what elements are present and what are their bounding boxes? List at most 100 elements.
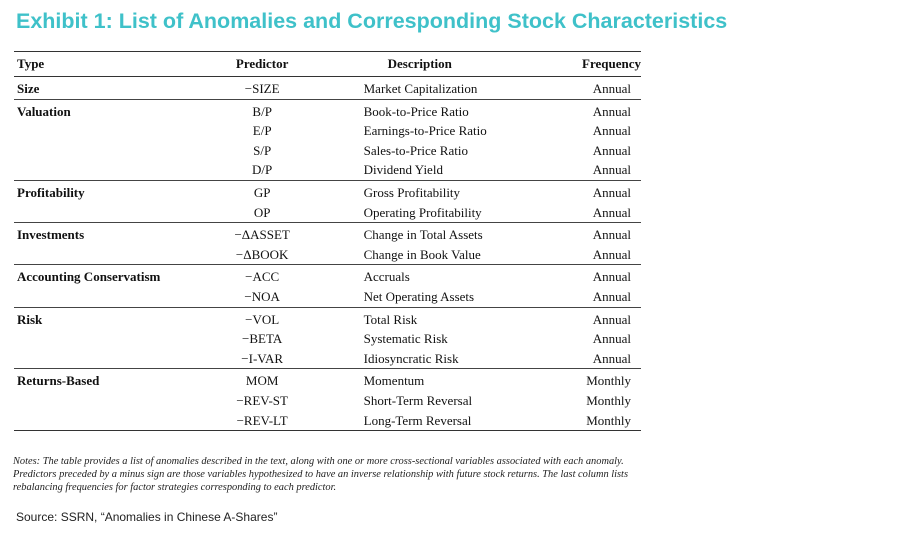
type-cell [14,391,193,411]
frequency-cell: Annual [592,331,631,347]
type-cell [14,160,193,180]
description-cell: Book-to-Price Ratio [363,103,469,119]
type-cell: Returns-Based [17,373,100,389]
frequency-cell: Annual [592,227,631,243]
type-cell [14,411,193,431]
frequency-cell: Monthly [586,373,631,389]
anomalies-table-container: Type Predictor Description Frequency Siz… [14,51,641,431]
table-row: Investments −ΔASSET Change in Total Assets… [14,223,641,245]
header-frequency: Frequency [582,56,641,71]
table-row: −REV-ST Short-Term Reversal Monthly [14,391,641,411]
source-citation: Source: SSRN, “Anomalies in Chinese A-Sh… [16,510,278,524]
table-group: Returns-Based MOM Momentum Monthly −REV-ST Sh… [14,369,641,431]
type-cell [14,329,193,349]
table-row: Risk −VOL Total Risk Annual [14,307,641,329]
table-group: Valuation B/P Book-to-Price Ratio Annual E/P… [14,99,641,181]
predictor-cell: E/P [252,123,272,139]
predictor-cell: −ΔASSET [234,227,290,243]
description-cell: Market Capitalization [363,81,478,96]
type-cell: Size [17,81,40,96]
header-type: Type [17,56,45,71]
type-cell: Risk [17,311,43,327]
description-cell: Operating Profitability [363,204,482,220]
frequency-cell: Annual [592,246,631,262]
predictor-cell: −ACC [245,269,280,285]
anomalies-table: Type Predictor Description Frequency Siz… [14,51,641,431]
description-cell: Systematic Risk [363,331,448,347]
predictor-cell: D/P [252,162,273,178]
notes-line-2: Predictors preceded by a minus sign are … [13,468,628,480]
description-cell: Gross Profitability [363,184,461,200]
type-cell [14,245,193,265]
predictor-cell: B/P [252,103,272,119]
table-row: −NOA Net Operating Assets Annual [14,287,641,307]
frequency-cell: Annual [592,288,631,304]
description-cell: Idiosyncratic Risk [363,350,459,366]
table-row: −BETA Systematic Risk Annual [14,329,641,349]
header-row: Type Predictor Description Frequency [14,51,641,77]
description-cell: Dividend Yield [363,162,443,178]
frequency-cell: Annual [592,103,631,119]
table-row: D/P Dividend Yield Annual [14,160,641,180]
table-group: Accounting Conservatism −ACC Accruals Annua… [14,265,641,308]
type-cell: Profitability [17,184,85,200]
description-cell: Long-Term Reversal [363,412,472,428]
predictor-cell: −NOA [244,288,280,304]
predictor-cell: S/P [253,142,272,158]
description-cell: Change in Total Assets [363,227,483,243]
frequency-cell: Annual [592,184,631,200]
table-group: Profitability GP Gross Profitability Annual… [14,180,641,223]
predictor-cell: −SIZE [244,81,280,96]
description-cell: Short-Term Reversal [363,392,473,408]
frequency-cell: Annual [592,311,631,327]
description-cell: Net Operating Assets [363,288,475,304]
description-cell: Total Risk [363,311,418,327]
header-predictor: Predictor [235,56,289,71]
table-group: Investments −ΔASSET Change in Total Assets… [14,223,641,265]
frequency-cell: Monthly [586,392,631,408]
predictor-cell: MOM [245,373,279,389]
table-row: −ΔBOOK Change in Book Value Annual [14,245,641,265]
description-cell: Accruals [363,269,410,285]
table-group: Size −SIZE Market Capitalization Annual [14,77,641,100]
type-cell [14,203,193,223]
header-description: Description [387,56,452,71]
description-cell: Change in Book Value [363,246,481,262]
frequency-cell: Annual [592,269,631,285]
description-cell: Earnings-to-Price Ratio [363,123,487,139]
table-notes: Notes: The table provides a list of anom… [13,456,653,494]
frequency-cell: Monthly [586,412,631,428]
type-cell [14,121,193,141]
type-cell: Investments [17,227,85,243]
predictor-cell: OP [253,204,271,220]
type-cell [14,141,193,161]
table-row: Size −SIZE Market Capitalization Annual [14,77,641,100]
table-group: Risk −VOL Total Risk Annual −BETA Systematic … [14,307,641,369]
table-row: S/P Sales-to-Price Ratio Annual [14,141,641,161]
predictor-cell: −VOL [245,311,280,327]
table-row: Returns-Based MOM Momentum Monthly [14,369,641,391]
predictor-cell: −REV-ST [236,392,288,408]
table-row: OP Operating Profitability Annual [14,203,641,223]
description-cell: Momentum [363,373,425,389]
type-cell [14,287,193,307]
table-row: Profitability GP Gross Profitability Annual [14,180,641,202]
notes-line-1: Notes: The table provides a list of anom… [13,456,624,467]
table-row: Accounting Conservatism −ACC Accruals Annua… [14,265,641,287]
description-cell: Sales-to-Price Ratio [363,142,468,158]
predictor-cell: GP [253,184,271,200]
exhibit-title: Exhibit 1: List of Anomalies and Corresp… [16,9,728,33]
type-cell: Accounting Conservatism [17,269,161,285]
notes-line-3: rebalancing frequencies for factor strat… [13,481,337,493]
frequency-cell: Annual [592,81,631,96]
table-row: −I-VAR Idiosyncratic Risk Annual [14,349,641,369]
frequency-cell: Annual [592,142,631,158]
frequency-cell: Annual [592,350,631,366]
frequency-cell: Annual [592,204,631,220]
frequency-cell: Annual [592,123,631,139]
table-row: −REV-LT Long-Term Reversal Monthly [14,411,641,431]
predictor-cell: −REV-LT [236,412,288,428]
predictor-cell: −ΔBOOK [235,246,289,262]
frequency-cell: Annual [592,162,631,178]
table-row: Valuation B/P Book-to-Price Ratio Annual [14,99,641,121]
